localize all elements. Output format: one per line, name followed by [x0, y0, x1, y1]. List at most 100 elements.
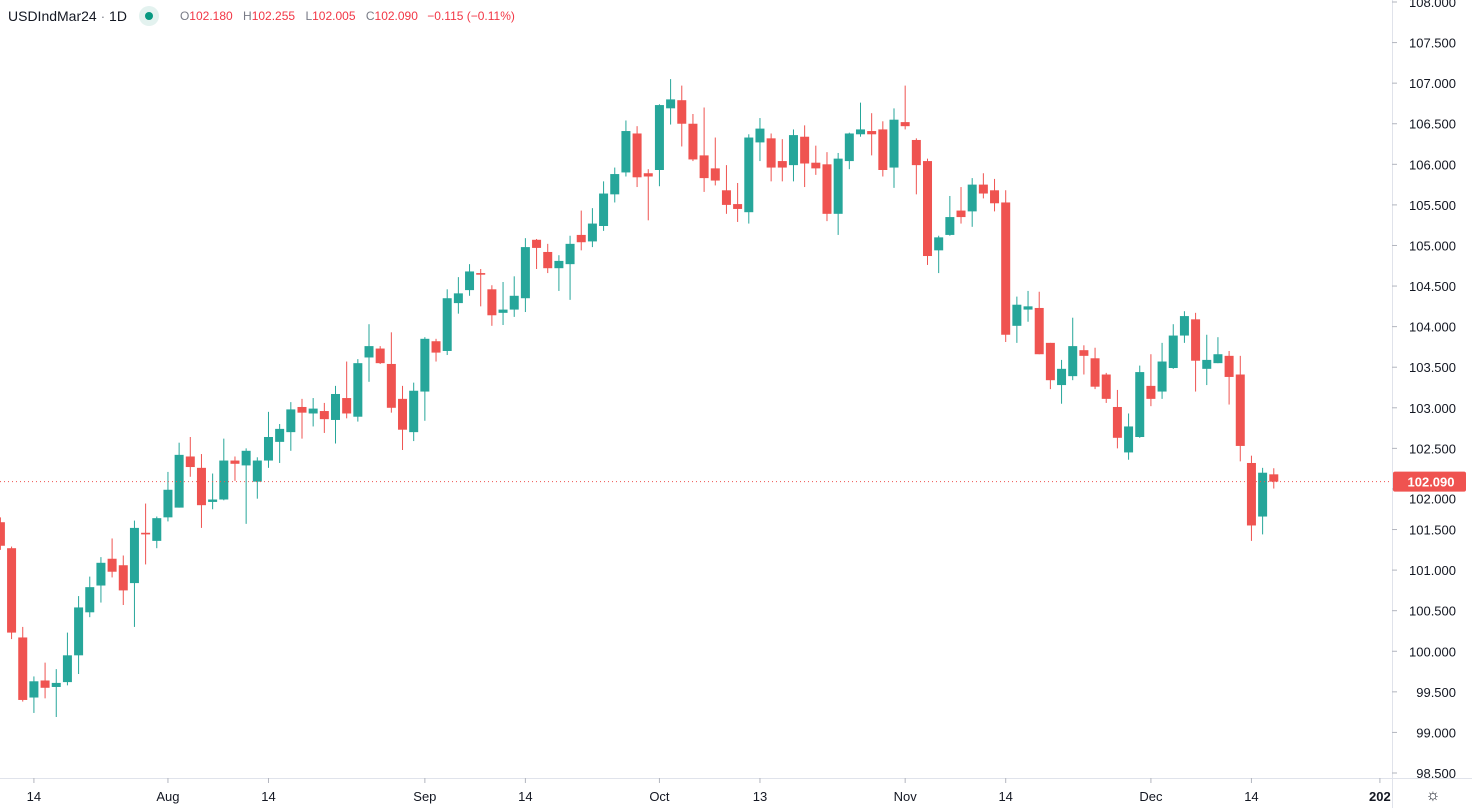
- candle-53: [587, 208, 597, 248]
- candle-body: [208, 499, 218, 502]
- candle-48: [532, 238, 542, 270]
- candle-16: [174, 442, 184, 508]
- candle-86: [956, 187, 966, 224]
- x-tick-label: Sep: [413, 789, 436, 804]
- candle-body: [1213, 354, 1223, 364]
- candle-body: [822, 164, 832, 214]
- symbol-name[interactable]: USDIndMar24: [8, 8, 97, 24]
- x-tick-label: 14: [518, 789, 532, 804]
- candle-body: [610, 174, 620, 195]
- candle-body: [934, 237, 944, 251]
- candle-97: [1079, 345, 1089, 375]
- candle-body: [230, 460, 240, 464]
- y-tick-label: 98.500: [1416, 766, 1456, 781]
- candle-body: [923, 161, 933, 257]
- candle-17: [185, 437, 195, 477]
- x-tick-label: 14: [261, 789, 275, 804]
- candle-87: [967, 178, 977, 227]
- candle-body: [800, 136, 810, 164]
- candle-body: [1057, 368, 1067, 386]
- candle-56: [621, 120, 631, 177]
- candle-body: [632, 133, 642, 178]
- candle-body: [1124, 426, 1134, 453]
- candle-59: [654, 104, 664, 187]
- low-value: 102.005: [312, 9, 356, 23]
- candle-body: [654, 105, 664, 170]
- candle-78: [867, 113, 877, 156]
- candle-body: [85, 587, 95, 613]
- y-tick-label: 108.000: [1409, 0, 1456, 10]
- candle-body: [431, 341, 441, 353]
- candle-26: [286, 402, 296, 451]
- candle-38: [420, 337, 430, 421]
- gear-icon[interactable]: ☼: [1425, 787, 1441, 804]
- candle-body: [96, 562, 106, 586]
- close-value: 102.090: [374, 9, 418, 23]
- y-tick-label: 103.000: [1409, 401, 1456, 416]
- candle-3: [29, 676, 39, 713]
- candle-body: [118, 565, 128, 591]
- candle-body: [621, 131, 631, 173]
- candle-109: [1213, 337, 1223, 364]
- candle-body: [275, 428, 285, 442]
- candle-111: [1235, 355, 1245, 462]
- candle-body: [1012, 304, 1022, 326]
- candle-body: [677, 100, 687, 124]
- candle-body: [587, 223, 597, 242]
- candle-body: [855, 129, 865, 135]
- candle-body: [1112, 406, 1122, 438]
- candle-body: [1269, 474, 1279, 482]
- candle-body: [688, 123, 698, 160]
- candle-body: [1045, 342, 1055, 381]
- candle-10: [107, 538, 117, 578]
- candle-99: [1101, 372, 1111, 403]
- candle-50: [554, 255, 564, 291]
- y-tick-label: 100.500: [1409, 604, 1456, 619]
- x-tick-label: 14: [27, 789, 41, 804]
- high-label: H: [243, 9, 252, 23]
- candle-body: [353, 363, 363, 417]
- candle-41: [453, 277, 463, 314]
- candle-body: [1179, 316, 1189, 336]
- candle-body: [666, 99, 676, 109]
- candle-31: [342, 361, 352, 419]
- x-tick-label: Nov: [894, 789, 918, 804]
- candle-61: [677, 85, 687, 147]
- candle-74: [822, 152, 832, 222]
- candle-114: [1269, 468, 1279, 489]
- y-tick-label: 105.500: [1409, 198, 1456, 213]
- price-axis[interactable]: 98.500 99.000 99.500 100.000 100.500 101.000 1…: [1392, 0, 1456, 781]
- candle-14: [152, 516, 162, 549]
- candle-body: [599, 193, 609, 226]
- candle-25: [275, 424, 285, 463]
- candle-92: [1023, 290, 1033, 322]
- candle-body: [1157, 361, 1167, 392]
- interval[interactable]: 1D: [109, 8, 127, 24]
- candle-107: [1191, 312, 1201, 392]
- candle-body: [1068, 346, 1078, 377]
- x-tick-label: 14: [998, 789, 1012, 804]
- candle-body: [532, 239, 542, 248]
- x-tick-label: Aug: [156, 789, 179, 804]
- y-tick-label: 107.500: [1409, 36, 1456, 51]
- candle-body: [129, 527, 139, 584]
- candle-body: [342, 398, 352, 414]
- candle-body: [520, 247, 530, 299]
- time-axis[interactable]: 14 Aug 14 Sep 14 Oct 13 Nov 14 Dec 14 202: [27, 778, 1391, 804]
- candle-body: [420, 338, 430, 392]
- candle-28: [308, 398, 318, 427]
- candle-body: [152, 518, 162, 541]
- candle-62: [688, 113, 698, 162]
- candle-5: [51, 669, 61, 718]
- candle-body: [1090, 358, 1100, 387]
- candle-body: [476, 273, 486, 275]
- candle-70: [777, 139, 787, 182]
- candle-72: [800, 125, 810, 188]
- candle-13: [141, 503, 151, 565]
- candle-60: [666, 79, 676, 125]
- candle-20: [219, 438, 229, 501]
- candle-104: [1157, 342, 1167, 399]
- candle-45: [498, 281, 508, 326]
- candle-29: [319, 402, 329, 433]
